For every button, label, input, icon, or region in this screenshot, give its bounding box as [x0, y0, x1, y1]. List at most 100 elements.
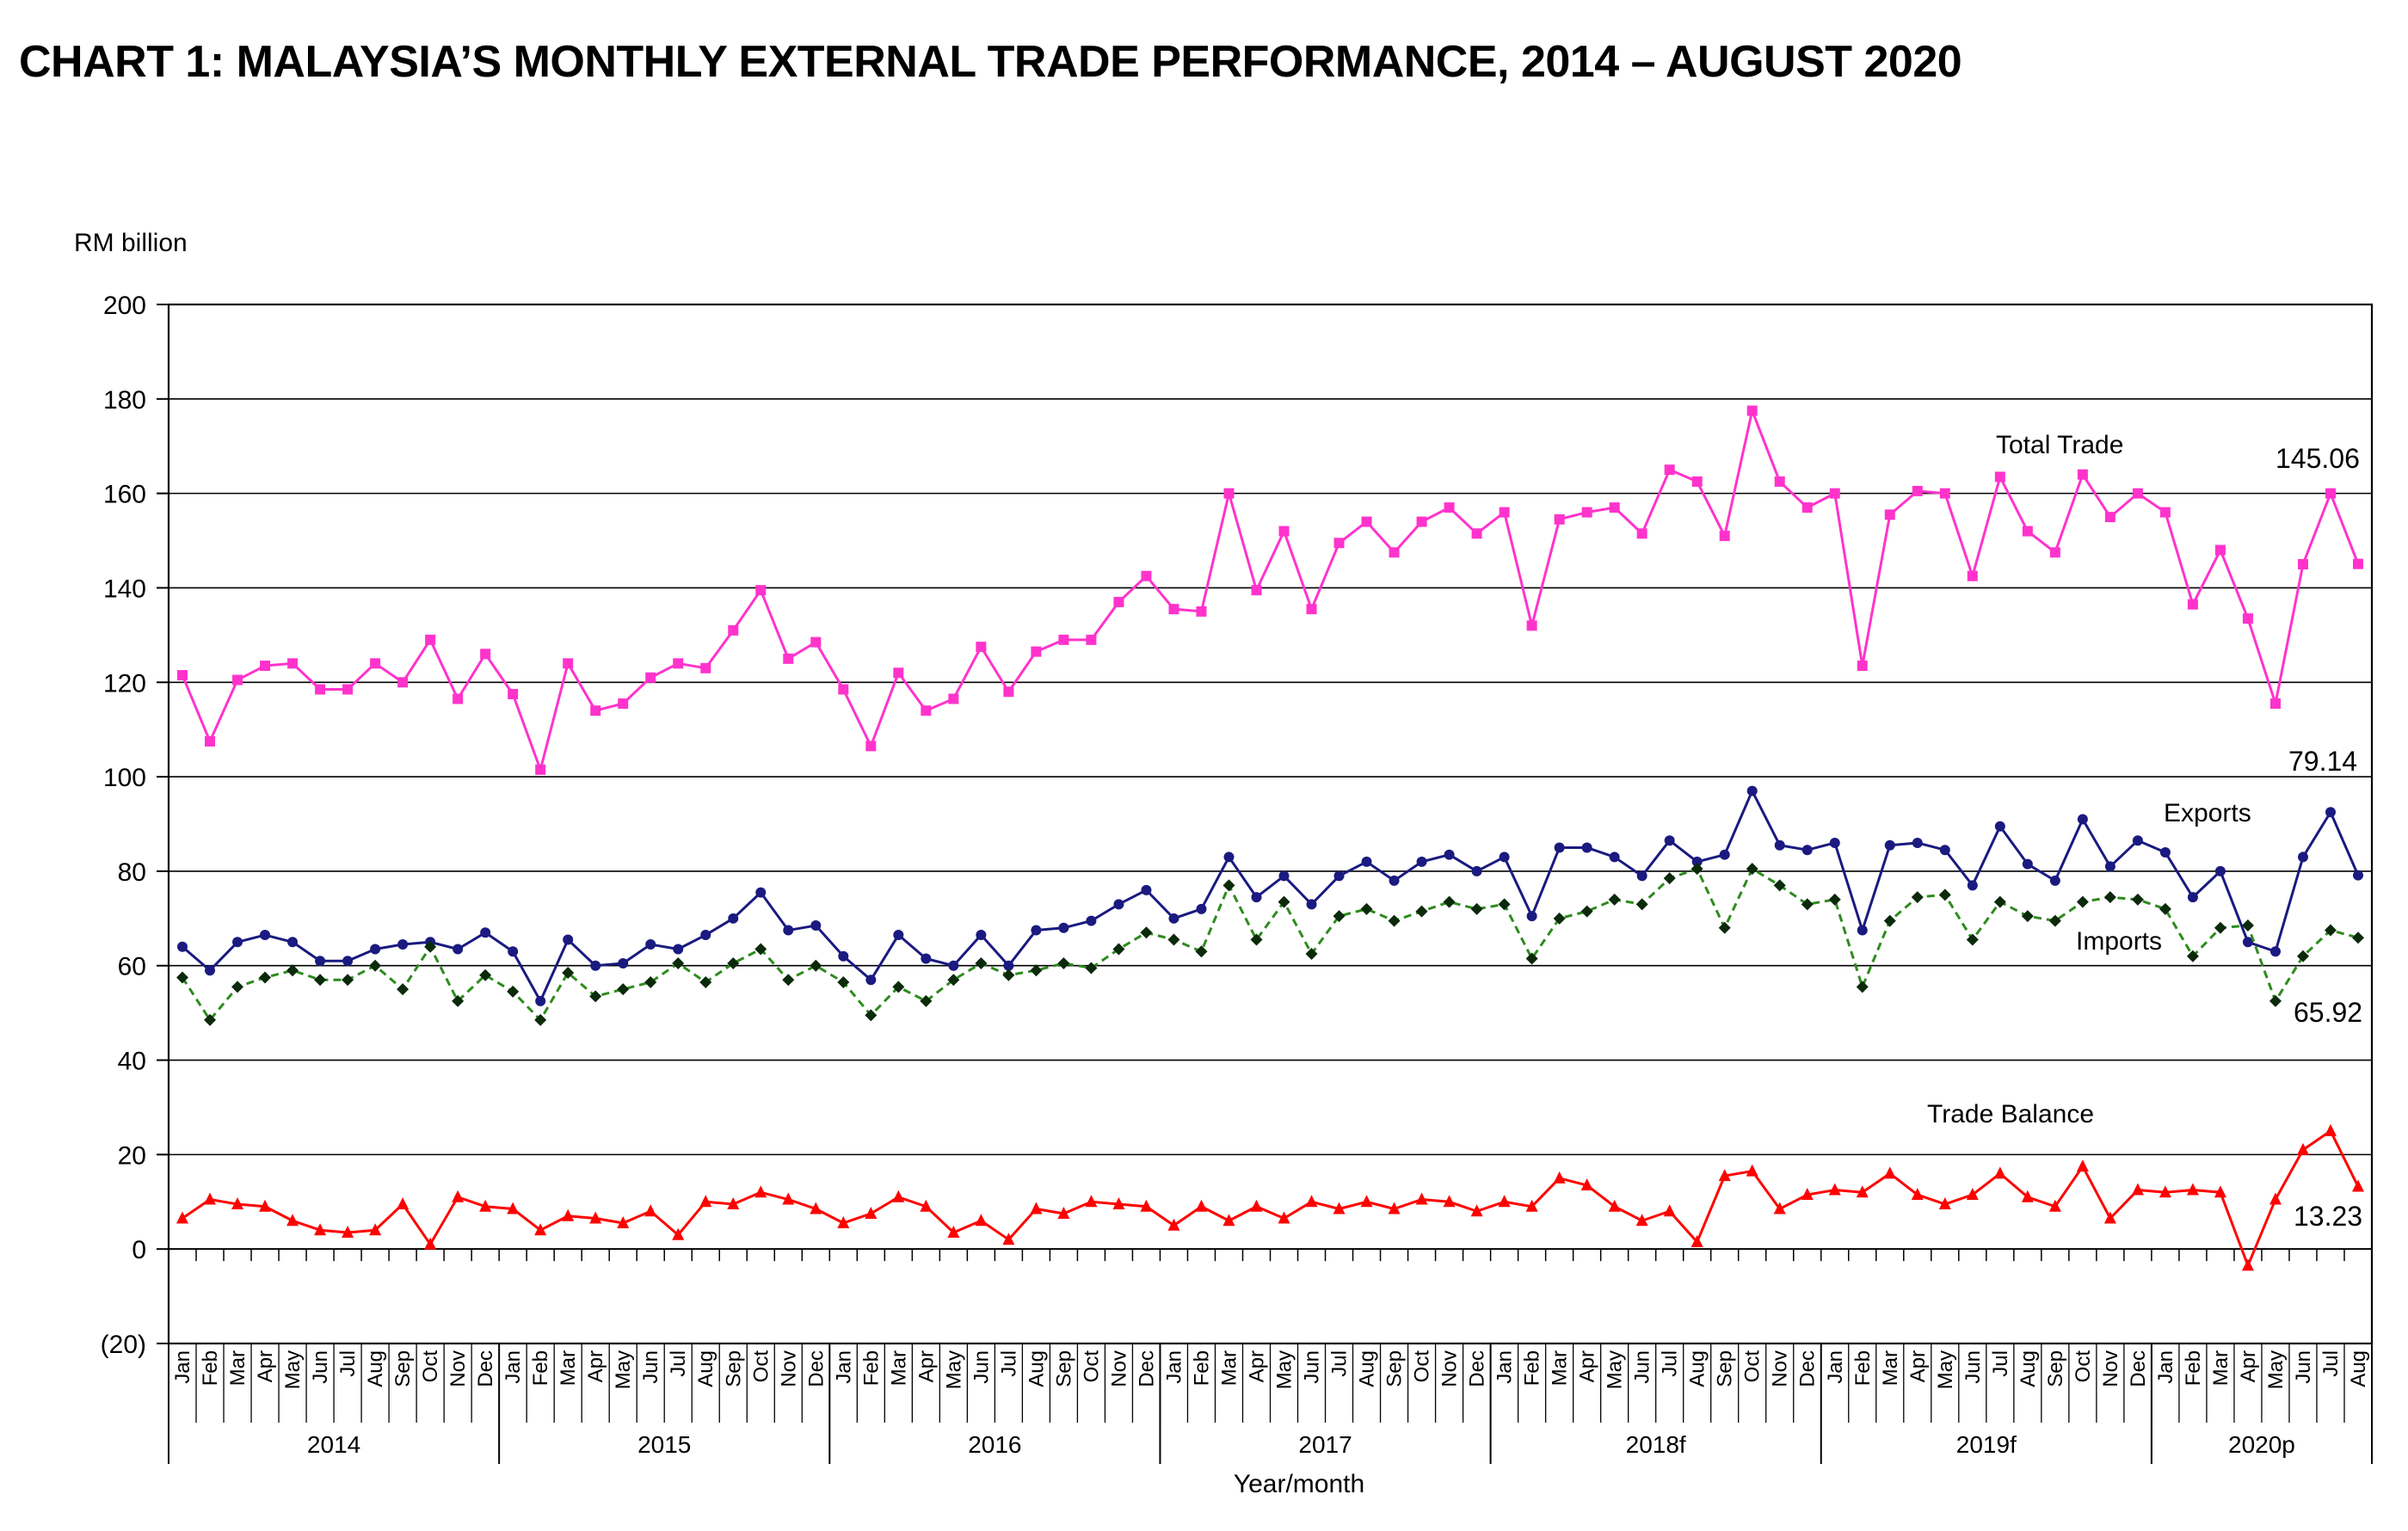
- y-tick-label: 60: [118, 953, 146, 981]
- point-imports: [2351, 932, 2364, 944]
- point-exports: [508, 946, 519, 957]
- point-exports: [1939, 845, 1950, 856]
- point-trade-balance: [2076, 1159, 2089, 1172]
- point-imports: [2048, 914, 2061, 927]
- point-exports: [1058, 922, 1069, 933]
- point-total-trade: [645, 672, 656, 683]
- point-total-trade: [177, 670, 188, 681]
- annotation-exports-last: 79.14: [2288, 746, 2357, 777]
- point-imports: [1360, 902, 1373, 915]
- point-imports: [1911, 891, 1924, 904]
- point-trade-balance: [1112, 1197, 1125, 1210]
- x-tick-label: Jun: [1301, 1350, 1324, 1384]
- x-tick-label: Dec: [1466, 1350, 1489, 1387]
- x-tick-label: May: [1273, 1350, 1296, 1389]
- point-total-trade: [1306, 604, 1317, 615]
- point-exports: [2159, 846, 2171, 858]
- x-tick-label: May: [942, 1350, 965, 1389]
- point-exports: [700, 930, 711, 941]
- point-trade-balance: [2048, 1199, 2061, 1212]
- y-axis-label: RM billion: [74, 229, 188, 257]
- point-total-trade: [1829, 488, 1840, 499]
- point-imports: [837, 975, 850, 988]
- point-exports: [1444, 849, 1455, 860]
- point-trade-balance: [1195, 1199, 1208, 1212]
- x-tick-label: Mar: [557, 1350, 580, 1386]
- point-total-trade: [1636, 528, 1647, 539]
- point-total-trade: [2297, 559, 2308, 569]
- x-tick-label: Jan: [1162, 1350, 1186, 1384]
- point-exports: [755, 887, 767, 898]
- x-tick-label: Feb: [2182, 1350, 2205, 1386]
- plot-frame: [167, 303, 2374, 1345]
- series-line-exports: [182, 790, 2360, 1003]
- point-trade-balance: [1883, 1166, 1896, 1179]
- point-imports: [1553, 912, 1566, 925]
- x-tick-label: Aug: [1025, 1350, 1048, 1387]
- point-exports: [618, 957, 629, 968]
- year-label: 2019f: [1956, 1431, 2017, 1458]
- point-total-trade: [2214, 544, 2226, 556]
- point-imports: [975, 956, 988, 969]
- x-tick-label: Apr: [1245, 1350, 1268, 1382]
- point-total-trade: [535, 764, 546, 775]
- point-exports: [1223, 852, 1235, 863]
- x-tick-label: Jul: [2319, 1350, 2343, 1377]
- point-imports: [231, 981, 244, 993]
- point-total-trade: [1719, 531, 1730, 542]
- point-imports: [1773, 879, 1786, 892]
- year-label: 2020p: [2228, 1431, 2295, 1458]
- point-total-trade: [1471, 528, 1482, 539]
- point-trade-balance: [2296, 1142, 2309, 1155]
- point-total-trade: [700, 662, 711, 673]
- point-imports: [810, 959, 822, 972]
- x-tick-label: Sep: [1383, 1350, 1407, 1387]
- point-total-trade: [508, 689, 519, 699]
- x-tick-label: Nov: [2099, 1350, 2122, 1387]
- point-total-trade: [1664, 464, 1675, 476]
- point-exports: [673, 944, 684, 955]
- point-imports: [397, 983, 410, 996]
- point-exports: [1857, 925, 1868, 936]
- point-total-trade: [480, 649, 491, 660]
- point-total-trade: [1278, 526, 1290, 537]
- x-tick-label: Apr: [1906, 1350, 1930, 1382]
- point-imports: [1966, 933, 1979, 946]
- point-total-trade: [1746, 405, 1758, 416]
- point-exports: [1306, 899, 1317, 910]
- point-trade-balance: [699, 1195, 712, 1208]
- point-total-trade: [1857, 661, 1868, 672]
- point-trade-balance: [2351, 1179, 2364, 1192]
- point-trade-balance: [1167, 1218, 1180, 1231]
- x-tick-label: May: [281, 1350, 305, 1389]
- point-trade-balance: [2021, 1190, 2034, 1202]
- point-trade-balance: [1415, 1192, 1428, 1205]
- point-trade-balance: [1250, 1199, 1263, 1212]
- point-total-trade: [1691, 476, 1703, 487]
- point-total-trade: [1113, 596, 1124, 607]
- point-imports: [865, 1009, 878, 1022]
- point-imports: [1608, 893, 1621, 906]
- point-exports: [1499, 852, 1510, 863]
- point-exports: [590, 960, 601, 971]
- point-trade-balance: [286, 1214, 299, 1227]
- point-total-trade: [976, 642, 987, 653]
- point-imports: [314, 974, 327, 987]
- point-total-trade: [2049, 547, 2060, 558]
- point-exports: [1251, 892, 1262, 903]
- series-label-exports: Exports: [2164, 799, 2251, 827]
- point-trade-balance: [1828, 1183, 1841, 1196]
- y-tick-label: 20: [118, 1141, 146, 1170]
- point-exports: [1389, 875, 1400, 886]
- point-total-trade: [2325, 488, 2336, 499]
- year-label: 2015: [637, 1431, 691, 1458]
- point-exports: [921, 953, 932, 964]
- point-trade-balance: [397, 1197, 410, 1210]
- x-tick-label: Mar: [887, 1350, 910, 1386]
- point-total-trade: [1168, 604, 1179, 615]
- x-tick-label: Jun: [639, 1350, 662, 1384]
- x-tick-label: Mar: [2209, 1350, 2232, 1386]
- point-trade-balance: [1140, 1199, 1153, 1212]
- point-imports: [1883, 914, 1896, 927]
- point-imports: [1828, 893, 1841, 906]
